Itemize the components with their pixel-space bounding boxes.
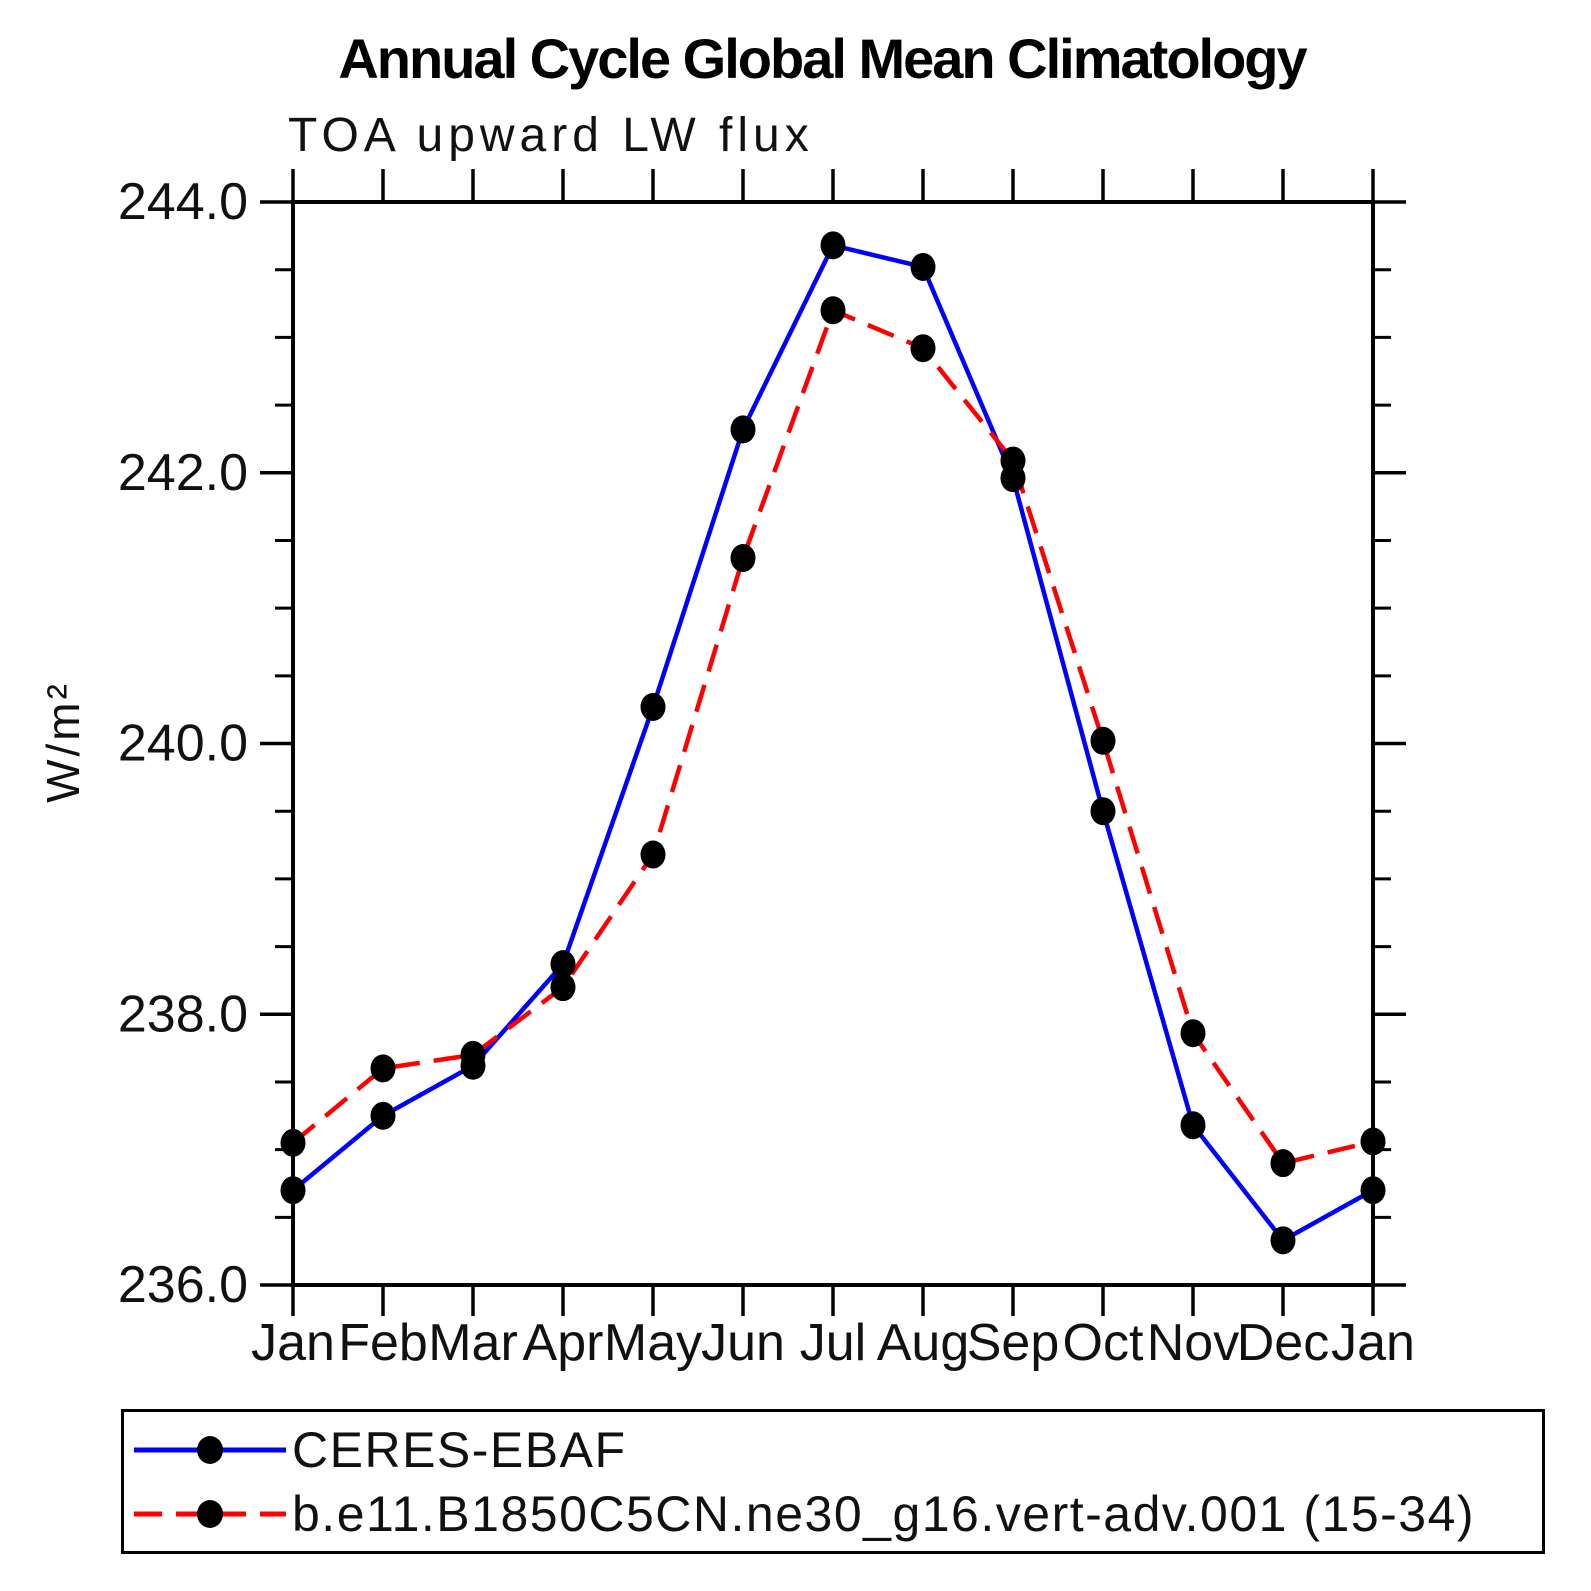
legend-label-model: b.e11.B1850C5CN.ne30_g16.vert-adv.001 (1… (292, 1486, 1476, 1542)
plot-frame (291, 200, 1375, 1287)
chart-subtitle: TOA upward LW flux (288, 109, 814, 162)
x-tick-label: Apr (523, 1314, 604, 1372)
x-tick-label: Aug (877, 1314, 970, 1372)
legend-entry-ceres: CERES-EBAF (128, 1420, 627, 1480)
y-axis-ticks (260, 200, 1406, 1287)
x-tick-label: Sep (967, 1314, 1060, 1372)
y-tick-label: 240.0 (118, 715, 248, 773)
legend: CERES-EBAF b.e11.B1850C5CN.ne30_g16.vert… (121, 1409, 1545, 1554)
x-tick-label: Mar (428, 1314, 518, 1372)
x-tick-label: Dec (1237, 1314, 1329, 1372)
y-tick-label: 238.0 (118, 985, 248, 1043)
y-tick-label: 236.0 (118, 1256, 248, 1314)
x-tick-label: Jan (1331, 1314, 1415, 1372)
x-tick-label: May (604, 1314, 702, 1372)
ceres-solid-line-marker-icon (134, 1436, 286, 1464)
series-line-1 (291, 307, 1374, 1166)
legend-entry-model: b.e11.B1850C5CN.ne30_g16.vert-adv.001 (1… (128, 1484, 1475, 1544)
series-markers-1 (280, 296, 1386, 1178)
series-markers-0 (280, 231, 1386, 1255)
x-tick-label: Oct (1063, 1314, 1144, 1372)
x-tick-label: Jan (251, 1314, 335, 1372)
x-tick-label: Nov (1147, 1314, 1239, 1372)
x-tick-label: Jul (800, 1314, 866, 1372)
x-tick-label: Feb (338, 1314, 428, 1372)
model-dashed-line-marker-icon (134, 1500, 286, 1528)
y-axis-tick-labels: 244.0 242.0 240.0 238.0 236.0 (118, 173, 248, 1314)
chart-title: Annual Cycle Global Mean Climatology (338, 27, 1307, 90)
x-axis-ticks (291, 169, 1375, 1316)
y-tick-label: 244.0 (118, 173, 248, 231)
x-tick-label: Jun (701, 1314, 785, 1372)
legend-label-ceres: CERES-EBAF (292, 1422, 627, 1478)
y-tick-label: 242.0 (118, 444, 248, 502)
series-line-0 (291, 242, 1375, 1244)
